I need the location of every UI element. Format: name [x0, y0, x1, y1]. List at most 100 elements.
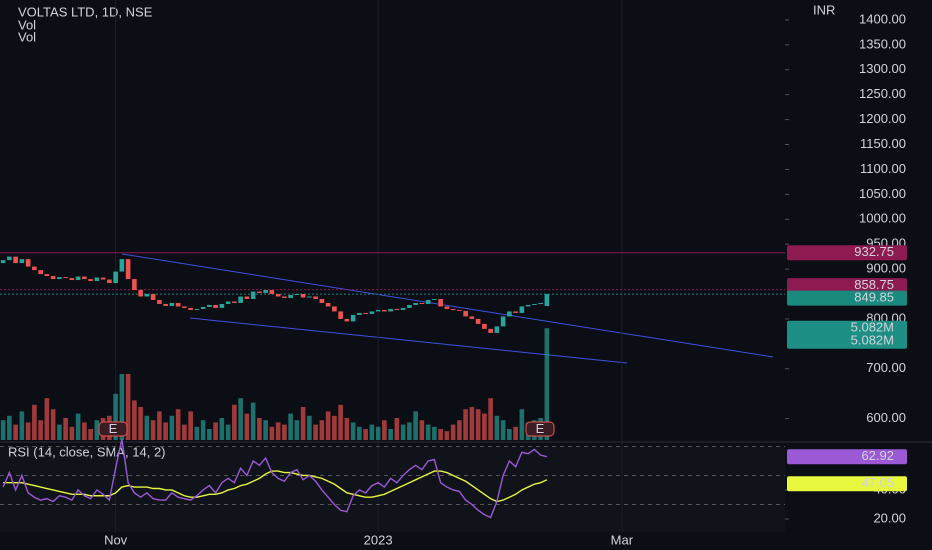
candle: [88, 279, 93, 282]
volume-bar: [113, 393, 118, 440]
volume-bar: [7, 415, 12, 440]
candle: [38, 270, 43, 275]
value-label: 5.082M: [851, 320, 894, 335]
candle: [63, 277, 68, 279]
volume-bar: [44, 398, 50, 440]
candle: [100, 277, 106, 280]
value-box: [787, 278, 907, 294]
volume-bar: [450, 424, 456, 440]
volume-bar: [469, 407, 475, 440]
candle: [13, 256, 18, 264]
candle: [450, 308, 456, 310]
volume-bar: [200, 420, 206, 440]
candle: [219, 303, 225, 308]
volume-bar: [282, 424, 287, 440]
candle: [157, 299, 162, 304]
y-tick-label: 1050.00: [859, 186, 906, 201]
volume-bar: [363, 429, 368, 440]
volume-bar: [357, 426, 362, 440]
value-box: [787, 290, 907, 306]
candle: [82, 276, 87, 280]
candle: [263, 290, 268, 294]
candle: [382, 309, 387, 312]
candle: [519, 306, 525, 313]
candle: [482, 323, 487, 329]
volume-bar: [275, 422, 281, 440]
value-box: [787, 476, 907, 492]
candle: [213, 304, 218, 308]
volume-bar: [244, 413, 250, 440]
volume-bar: [144, 415, 150, 440]
volume-bar: [75, 413, 81, 440]
candle: [138, 290, 143, 297]
volume-bar: [307, 415, 312, 440]
candle: [225, 301, 231, 304]
candle: [407, 304, 412, 308]
volume-bar: [413, 411, 418, 440]
candle: [175, 302, 181, 307]
volume-bar: [382, 420, 387, 440]
volume-bar: [213, 422, 218, 440]
volume-bar: [500, 420, 506, 440]
candle: [438, 298, 443, 307]
candle: [325, 302, 331, 307]
candle: [107, 279, 112, 284]
volume-bar: [25, 422, 31, 440]
candle: [163, 303, 168, 306]
candle: [300, 293, 306, 298]
earnings-marker: [98, 421, 128, 437]
candle: [532, 303, 537, 305]
y-tick-label: 1400.00: [859, 11, 906, 26]
candle: [250, 291, 256, 299]
y-tick-label: 1350.00: [859, 36, 906, 51]
volume-bar: [519, 409, 525, 440]
volume-bar: [32, 404, 37, 440]
y-tick-label: 600.00: [866, 410, 906, 425]
x-tick-label: Mar: [611, 532, 634, 547]
candle: [169, 302, 175, 306]
candle: [288, 294, 293, 298]
value-label: 849.85: [854, 290, 894, 305]
y-tick-label: 1100.00: [860, 161, 906, 176]
rsi-title: RSI (14, close, SMA, 14, 2): [8, 444, 166, 459]
candle: [400, 307, 406, 310]
volume-bar: [425, 424, 431, 440]
candle: [50, 276, 56, 280]
value-label: 62.92: [861, 448, 894, 463]
candle: [494, 326, 500, 333]
volume-bar: [400, 424, 406, 440]
volume-bar: [463, 409, 468, 440]
volume-bar: [163, 422, 168, 440]
candle: [313, 296, 318, 299]
candle: [32, 266, 37, 271]
candle: [538, 302, 543, 304]
volume-bar: [175, 409, 181, 440]
volume-bar: [350, 422, 356, 440]
candle: [0, 260, 6, 264]
volume-bar: [482, 413, 487, 440]
value-box: [787, 245, 907, 261]
volume-bar: [269, 426, 275, 440]
candle: [338, 311, 343, 319]
x-tick-label: Nov: [104, 532, 128, 547]
y-tick-label: 1150.00: [860, 136, 906, 151]
candle: [363, 312, 368, 314]
candle: [444, 306, 450, 309]
candle: [244, 296, 250, 299]
volume-bar: [300, 407, 306, 440]
volume-bar: [207, 429, 212, 440]
volume-bar: [94, 420, 100, 440]
candle: [132, 279, 137, 291]
y-tick-label: 700.00: [866, 360, 906, 375]
volume-bar: [157, 411, 162, 440]
volume-bar: [194, 426, 200, 440]
volume-bar: [419, 420, 425, 440]
indicator-label: Vol: [18, 17, 36, 32]
volume-bar: [132, 400, 137, 440]
volume-bar: [19, 411, 25, 440]
y-tick-label: 1200.00: [859, 111, 906, 126]
y-tick-label: 1300.00: [859, 61, 906, 76]
candle: [194, 308, 200, 310]
volume-bar: [169, 415, 175, 440]
